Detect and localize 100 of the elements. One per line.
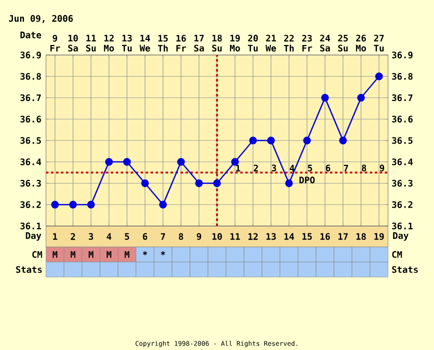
annotation: 5 <box>308 164 312 172</box>
annotation: DPO <box>300 176 315 184</box>
x-tick-label: 2 <box>70 233 75 240</box>
annotation: 3 <box>272 164 276 172</box>
x2-tick-label: 9 Fr <box>50 34 60 52</box>
x-tick-label: 7 <box>160 233 166 240</box>
annotation: 4 <box>290 164 294 172</box>
text: M <box>88 251 94 258</box>
y2-tick-label: 36.9 <box>20 52 41 58</box>
point <box>105 158 113 166</box>
point <box>303 136 311 144</box>
category-label: Stats <box>392 266 418 273</box>
point <box>231 158 239 166</box>
point <box>69 200 77 208</box>
x2-tick-label: 20 Tu <box>248 34 258 52</box>
text: * <box>160 251 166 256</box>
y-tick-label: 36.4 <box>392 158 413 166</box>
point <box>195 179 203 188</box>
x2-tick-label: 24 Sa <box>320 34 330 52</box>
annotation: 7 <box>344 164 348 172</box>
x2-tick-label: 10 Sa <box>68 34 78 52</box>
x2-tick-label: 22 Th <box>284 34 294 52</box>
x-tick-label: 18 <box>356 233 366 240</box>
annotation: 1 <box>236 164 240 172</box>
category-label: Stats <box>16 266 42 273</box>
x2-tick-label: 18 Su <box>212 34 222 52</box>
y2-tick-label: 36.2 <box>20 201 41 208</box>
y-tick-label: 36.5 <box>392 137 413 144</box>
x-tick-label: 11 <box>230 233 240 240</box>
point <box>267 136 275 144</box>
x2-tick-label: 19 Mo <box>230 34 240 52</box>
x2-tick-label: 14 We <box>140 34 150 52</box>
annotation: 6 <box>326 164 330 172</box>
text: M <box>124 251 130 258</box>
x-tick-label: 9 <box>196 233 202 240</box>
x2-tick-label: 21 We <box>266 34 276 52</box>
point <box>51 200 59 208</box>
x2-tick-label: 13 Tu <box>122 34 132 52</box>
annotation: 2 <box>254 164 258 172</box>
category-label: CM <box>32 251 42 258</box>
point <box>213 179 221 188</box>
y2-tick-label: 36.3 <box>20 180 41 187</box>
x2-tick-label: 16 Fr <box>176 34 186 52</box>
point <box>285 179 293 188</box>
x-axis-title: Day <box>26 232 42 241</box>
x-tick-label: 14 <box>284 233 294 240</box>
x-tick-label: 13 <box>266 233 276 240</box>
y2-tick-label: 36.6 <box>20 116 41 123</box>
point <box>375 72 383 80</box>
y-tick-label: 36.3 <box>392 180 413 187</box>
x-tick-label: 1 <box>53 233 58 240</box>
x2-tick-label: 25 Su <box>338 34 348 52</box>
x-tick-label: 16 <box>320 233 330 240</box>
y-tick-label: 36.8 <box>392 72 413 80</box>
point <box>123 158 131 166</box>
y-tick-label: 36.1 <box>392 222 413 230</box>
point <box>249 136 257 144</box>
x-tick-label: 3 <box>88 233 94 240</box>
x-tick-label: 17 <box>338 233 348 240</box>
y-tick-label: 36.7 <box>392 94 412 102</box>
x2-tick-label: 11 Su <box>86 34 96 52</box>
x-tick-label: 4 <box>106 233 112 240</box>
x-tick-label: 12 <box>248 233 258 240</box>
x2-axis-title: Date <box>20 32 42 38</box>
x-tick-label: 6 <box>142 233 148 240</box>
x2-tick-label: 12 Mo <box>104 34 114 52</box>
y-tick-label: 36.2 <box>392 201 412 208</box>
point <box>87 200 95 208</box>
point <box>177 158 185 166</box>
category-label: CM <box>392 251 402 258</box>
y2-tick-label: 36.4 <box>20 158 42 166</box>
y2-tick-label: 36.7 <box>20 94 41 102</box>
point <box>141 179 149 188</box>
y-tick-label: 36.6 <box>392 116 413 123</box>
text: M <box>106 251 112 258</box>
point <box>357 94 365 102</box>
x-tick-label: 10 <box>212 233 222 240</box>
x2-tick-label: 26 Mo <box>356 34 366 52</box>
x2-tick-label: 23 Fr <box>302 34 312 52</box>
x-tick-label: 19 <box>374 233 384 240</box>
x-tick-label: 15 <box>302 233 312 240</box>
y2-tick-label: 36.8 <box>20 72 41 80</box>
text: Day <box>393 232 408 241</box>
point <box>321 94 329 102</box>
y2-tick-label: 36.5 <box>20 137 41 144</box>
y-tick-label: 36.9 <box>392 52 413 58</box>
y2-tick-label: 36.1 <box>20 222 42 230</box>
x-tick-label: 8 <box>178 233 184 240</box>
point <box>339 136 347 144</box>
point <box>159 200 167 208</box>
annotation: 8 <box>362 164 366 172</box>
text: * <box>142 251 148 256</box>
chart-title: Jun 09, 2006 <box>9 15 73 23</box>
x2-tick-label: 15 Th <box>158 34 168 52</box>
x2-tick-label: 27 Tu <box>374 34 384 52</box>
text: M <box>70 251 76 258</box>
x2-tick-label: 17 Sa <box>194 34 204 52</box>
annotation: 9 <box>380 164 384 172</box>
text: M <box>52 251 58 258</box>
x-tick-label: 5 <box>124 233 130 240</box>
